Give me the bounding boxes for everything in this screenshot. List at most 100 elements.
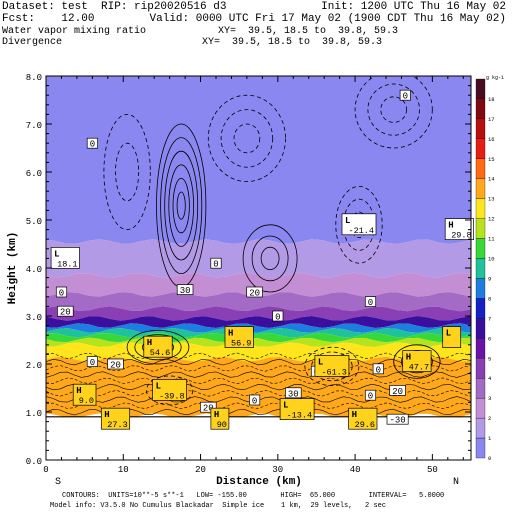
y-tick-label: 5.0 <box>26 217 42 227</box>
x-tick-label: 20 <box>195 465 206 475</box>
colorbar-swatch-16 <box>475 118 486 139</box>
moisture-band-13 <box>46 356 471 419</box>
extremum-box <box>444 218 474 240</box>
extremum-value: 9.0 <box>79 396 94 406</box>
contour-label-box <box>372 363 384 375</box>
colorbar-label: 11 <box>488 236 495 243</box>
extremum-value: -39.8 <box>159 391 185 401</box>
contour-line <box>233 123 261 154</box>
contour-label-box <box>57 305 74 317</box>
colorbar-label: 15 <box>488 156 495 163</box>
extremum-box <box>210 407 230 430</box>
contour-label-box <box>176 284 194 295</box>
colorbar-label: 2 <box>488 415 491 422</box>
x-tick-label: 0 <box>43 465 48 475</box>
extremum-box <box>341 213 377 236</box>
header-line1-left: Dataset: test RIP: rip20020516 d3 <box>2 1 227 13</box>
header-line3-left: Water vapor mixing ratio <box>2 26 147 37</box>
contour-line <box>164 150 199 261</box>
contour-line <box>46 365 471 372</box>
moisture-band-3 <box>46 292 471 312</box>
contour-line <box>176 191 186 220</box>
y-tick-label: 0.0 <box>26 457 42 467</box>
extremum-value: 29.6 <box>355 420 375 430</box>
x-tick-label: 10 <box>118 465 129 475</box>
contour-label: 0 <box>90 140 95 150</box>
colorbar-swatch-12 <box>475 198 486 219</box>
contour-label-box <box>249 394 261 406</box>
contour-line <box>311 351 353 382</box>
contour-line <box>172 178 190 234</box>
contour-label: 20 <box>60 308 71 318</box>
high-marker: H <box>406 353 411 363</box>
contour-line <box>160 137 203 275</box>
contour-label: 0 <box>368 392 373 402</box>
x-tick-label: 40 <box>350 465 361 475</box>
contour-label-box <box>200 401 217 413</box>
contour-line <box>251 235 289 282</box>
contour-label-box <box>210 257 222 269</box>
footer-model-info: Model info: V3.5.0 No Cumulus Blackadar … <box>50 502 387 510</box>
colorbar-swatch-18 <box>475 78 486 100</box>
extremum-value: 29.8 <box>451 231 471 241</box>
colorbar-swatch-17 <box>475 98 486 119</box>
x-tick-label: 50 <box>427 465 438 475</box>
extremum-value: 54.6 <box>150 348 170 358</box>
contour-line <box>168 164 195 247</box>
y-tick-label: 7.0 <box>26 121 42 131</box>
extremum-box <box>143 335 173 358</box>
contour-line <box>134 334 182 361</box>
moisture-band-1 <box>46 239 471 278</box>
contour-line <box>207 94 286 182</box>
low-marker: L <box>283 401 288 411</box>
high-marker: H <box>147 338 152 348</box>
contour-label-box <box>399 89 411 101</box>
colorbar-swatch-10 <box>475 238 486 259</box>
colorbar-swatch-6 <box>475 318 486 339</box>
extremum-box <box>442 326 462 348</box>
x-end-label-left: S <box>55 477 61 488</box>
extremum-box <box>314 355 350 377</box>
high-marker: H <box>228 329 233 339</box>
colorbar-swatch-11 <box>475 218 486 239</box>
extremum-box <box>348 407 378 430</box>
extremum-value: 18.1 <box>57 259 77 269</box>
contour-line <box>126 330 190 365</box>
contour-line <box>46 377 471 385</box>
footer-contours-info: CONTOURS: UNITS=10**-5 s**-1 LOW= -155.0… <box>62 492 445 500</box>
header-line4-left: Divergence <box>2 37 63 48</box>
colorbar-label: 1 <box>488 435 492 442</box>
colorbar-label: 6 <box>488 335 491 342</box>
colorbar-label: 14 <box>488 176 495 183</box>
contour-label: 0 <box>376 365 381 375</box>
contour-label-box <box>389 385 406 396</box>
contour-line <box>354 76 433 149</box>
contour-label: -30 <box>389 416 405 426</box>
colorbar-swatch-5 <box>475 338 486 359</box>
contour-label-box <box>272 310 284 322</box>
contour-line <box>260 246 280 270</box>
contour-line <box>220 109 274 168</box>
contour-label: 0 <box>252 397 257 407</box>
extremum-value: -21.4 <box>348 226 374 236</box>
contour-label: 20 <box>110 361 121 371</box>
header-line3-right: XY= 39.5, 18.5 to 39.8, 59.3 <box>218 26 399 37</box>
contour-label: 30 <box>180 286 191 296</box>
contour-label-box <box>107 358 124 370</box>
colorbar-label: 17 <box>488 116 495 123</box>
x-end-label-right: N <box>453 477 459 488</box>
contour-label-box <box>86 356 98 367</box>
contour-line <box>367 83 420 136</box>
contour-label-box <box>285 387 302 399</box>
extremum-value: 27.3 <box>107 420 127 430</box>
moisture-band-0 <box>46 76 471 244</box>
colorbar-label: 13 <box>488 196 495 203</box>
extremum-value: -61.3 <box>321 367 347 377</box>
contour-label: 0 <box>90 358 95 368</box>
colorbar-swatch-15 <box>475 138 486 159</box>
contour-label: 0 <box>368 298 373 308</box>
colorbar-label: 4 <box>488 375 492 382</box>
extremum-value: 90 <box>217 420 227 430</box>
